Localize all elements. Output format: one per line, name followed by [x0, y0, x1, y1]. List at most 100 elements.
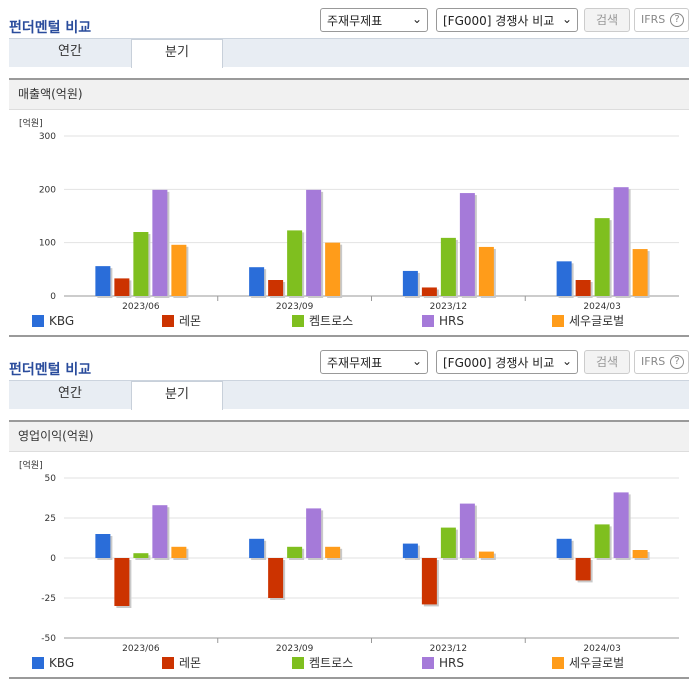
bar — [95, 534, 111, 558]
legend-swatch — [162, 315, 174, 327]
bar — [575, 558, 591, 581]
panel-divider — [9, 677, 689, 679]
x-tick-label: 2023/12 — [430, 302, 467, 310]
statement-type-select[interactable]: 주재무제표 ⌄ — [320, 8, 428, 32]
legend-label: KBG — [49, 314, 75, 328]
legend-swatch — [422, 315, 434, 327]
y-tick-label: -25 — [41, 594, 56, 604]
chevron-down-icon: ⌄ — [411, 354, 422, 368]
chart-legend: KBG 레몬 켐트로스 HRS 세우글로벌 — [9, 314, 689, 332]
help-icon[interactable]: ? — [670, 355, 684, 369]
section-title: 펀더멘털 비교 — [9, 20, 92, 36]
legend-item[interactable]: 레몬 — [162, 314, 201, 328]
bar — [325, 242, 341, 296]
chart-legend: KBG 레몬 켐트로스 HRS 세우글로벌 — [9, 656, 689, 674]
panel-title: 매출액(억원) — [9, 80, 689, 110]
x-tick-label: 2023/09 — [276, 302, 314, 310]
ifrs-button[interactable]: IFRS ? — [634, 8, 689, 32]
x-tick-label: 2023/06 — [122, 302, 160, 310]
legend-label: 세우글로벌 — [569, 656, 625, 670]
x-tick-label: 2024/03 — [583, 302, 620, 310]
peer-compare-value: [FG000] 경쟁사 비교 — [443, 356, 555, 370]
bar — [478, 551, 494, 558]
legend-item[interactable]: 켐트로스 — [292, 314, 353, 328]
statement-type-value: 주재무제표 — [327, 356, 383, 370]
y-unit-label: [억원] — [19, 459, 43, 471]
bar — [268, 280, 284, 296]
ifrs-label: IFRS — [641, 355, 666, 368]
search-button[interactable]: 검색 — [584, 350, 630, 374]
x-tick-label: 2023/12 — [430, 644, 467, 652]
bar — [613, 492, 629, 558]
bar — [133, 553, 149, 558]
ifrs-button[interactable]: IFRS ? — [634, 350, 689, 374]
bar — [402, 543, 418, 558]
bar — [632, 249, 648, 296]
bar — [133, 232, 149, 296]
legend-swatch — [292, 657, 304, 669]
legend-item[interactable]: 세우글로벌 — [552, 656, 624, 670]
bar — [459, 503, 475, 558]
peer-compare-select[interactable]: [FG000] 경쟁사 비교 ⌄ — [436, 8, 578, 32]
legend-item[interactable]: HRS — [422, 314, 464, 328]
bar — [325, 546, 341, 558]
period-tabs: 연간 분기 — [9, 380, 689, 410]
legend-label: 세우글로벌 — [569, 314, 625, 328]
search-button[interactable]: 검색 — [584, 8, 630, 32]
y-tick-label: 25 — [45, 514, 56, 524]
legend-swatch — [162, 657, 174, 669]
bar — [594, 218, 610, 296]
legend-label: HRS — [439, 656, 464, 670]
bar — [114, 558, 130, 606]
bar — [613, 187, 629, 296]
peer-compare-value: [FG000] 경쟁사 비교 — [443, 14, 555, 28]
bar — [95, 266, 111, 296]
bar — [171, 244, 187, 296]
bar — [287, 230, 303, 296]
legend-swatch — [292, 315, 304, 327]
legend-label: 켐트로스 — [309, 314, 354, 328]
y-tick-label: -50 — [41, 634, 56, 644]
legend-swatch — [32, 657, 44, 669]
statement-type-value: 주재무제표 — [327, 14, 383, 28]
bar — [171, 546, 187, 558]
legend-swatch — [552, 315, 564, 327]
legend-item[interactable]: KBG — [32, 314, 74, 328]
tab-quarterly[interactable]: 분기 — [131, 39, 223, 68]
legend-item[interactable]: 세우글로벌 — [552, 314, 624, 328]
legend-label: 레몬 — [179, 656, 202, 670]
operating-profit-chart: [억원]50 25 0 -25 -50 2023/06 2023/09 2023/12 2024… — [19, 459, 679, 652]
bar — [268, 558, 284, 598]
legend-item[interactable]: KBG — [32, 656, 74, 670]
legend-item[interactable]: HRS — [422, 656, 464, 670]
chart-panel-1: 매출액(억원) — [9, 78, 689, 110]
bar — [306, 189, 322, 296]
help-icon[interactable]: ? — [670, 13, 684, 27]
legend-item[interactable]: 켐트로스 — [292, 656, 353, 670]
x-tick-label: 2023/06 — [122, 644, 160, 652]
bar — [421, 558, 437, 605]
legend-label: 레몬 — [179, 314, 202, 328]
y-tick-label: 300 — [39, 132, 56, 142]
chevron-down-icon: ⌄ — [411, 12, 422, 26]
legend-label: 켐트로스 — [309, 656, 354, 670]
bar — [114, 278, 130, 296]
chart-panel-2: 영업이익(억원) — [9, 420, 689, 452]
peer-compare-select[interactable]: [FG000] 경쟁사 비교 ⌄ — [436, 350, 578, 374]
tab-quarterly[interactable]: 분기 — [131, 381, 223, 410]
bar — [440, 237, 456, 296]
tab-annual[interactable]: 연간 — [58, 386, 82, 401]
section-title: 펀더멘털 비교 — [9, 362, 92, 378]
bar — [152, 505, 168, 558]
legend-swatch — [32, 315, 44, 327]
legend-item[interactable]: 레몬 — [162, 656, 201, 670]
statement-type-select[interactable]: 주재무제표 ⌄ — [320, 350, 428, 374]
bar — [421, 287, 437, 296]
panel-divider — [9, 335, 689, 337]
bar — [249, 538, 265, 558]
tab-annual[interactable]: 연간 — [58, 44, 82, 59]
bar — [556, 538, 572, 558]
section-header: 펀더멘털 비교 주재무제표 ⌄ [FG000] 경쟁사 비교 ⌄ 검색 IFRS… — [0, 8, 696, 38]
x-tick-label: 2024/03 — [583, 644, 620, 652]
y-tick-label: 50 — [45, 474, 57, 484]
